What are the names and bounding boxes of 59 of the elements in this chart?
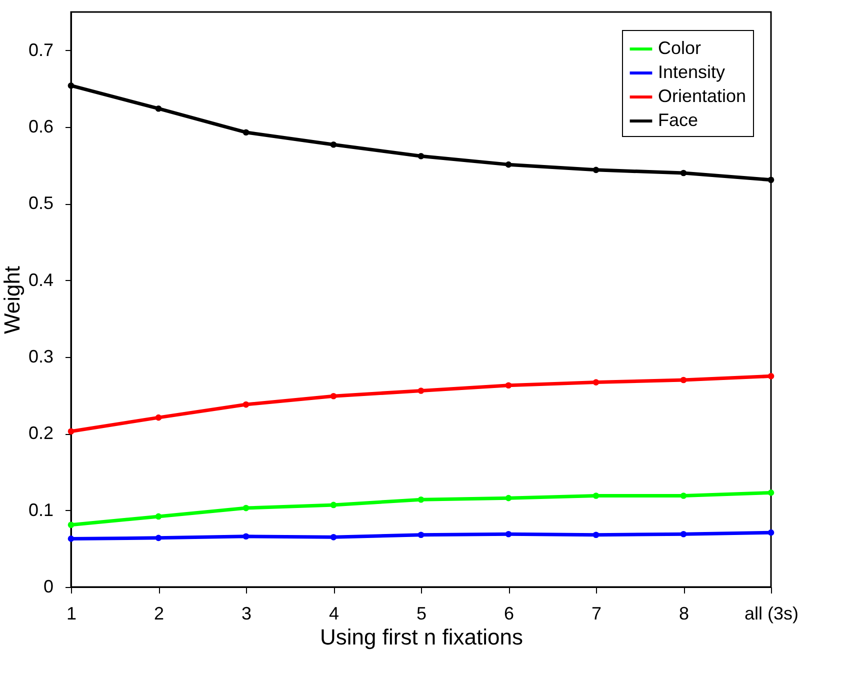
point: [68, 536, 74, 542]
point: [418, 152, 424, 160]
x-tick-label: 8: [678, 604, 690, 624]
point: [68, 428, 74, 435]
legend-label: Orientation: [658, 86, 746, 106]
y-tick-label: 0.4: [28, 270, 54, 290]
y-tick-label: 0.6: [28, 116, 54, 136]
y-tick-label: 0: [43, 576, 54, 596]
y-tick-label: 0.2: [28, 423, 54, 444]
y-tick-label: 0.7: [28, 40, 54, 60]
point: [768, 490, 774, 496]
point: [768, 373, 774, 380]
point: [242, 401, 250, 408]
point: [155, 513, 162, 520]
y-tick-label: 0.1: [28, 500, 54, 520]
point: [418, 388, 424, 394]
point: [680, 376, 687, 384]
point: [418, 496, 424, 503]
x-tick-label: all (3s): [744, 604, 799, 624]
point: [505, 530, 512, 538]
point: [330, 534, 337, 540]
point: [592, 492, 600, 499]
x-tick-label: 3: [241, 604, 252, 624]
x-tick-label: 6: [504, 604, 514, 624]
point: [768, 176, 774, 184]
point: [242, 129, 250, 136]
x-tick-label: 5: [416, 604, 427, 624]
legend-label: Color: [658, 38, 702, 58]
point: [505, 494, 512, 502]
point: [330, 141, 337, 148]
point: [505, 382, 512, 389]
legend-label: Intensity: [658, 62, 726, 82]
point: [768, 529, 774, 536]
x-tick-label: 1: [66, 604, 77, 624]
point: [155, 105, 162, 112]
point: [680, 530, 687, 538]
point: [505, 161, 512, 168]
point: [68, 522, 74, 528]
x-tick-label: 2: [154, 604, 164, 624]
y-tick-label: 0.5: [28, 193, 54, 214]
point: [680, 492, 687, 499]
point: [680, 170, 687, 176]
point: [330, 392, 337, 400]
point: [418, 532, 424, 538]
y-tick-label: 0.3: [28, 346, 54, 366]
point: [592, 379, 600, 386]
point: [592, 166, 600, 174]
point: [155, 534, 162, 542]
point: [68, 82, 74, 89]
x-tick-label: 7: [591, 604, 602, 624]
point: [330, 502, 337, 508]
legend-label: Face: [658, 110, 698, 130]
point: [155, 414, 162, 421]
point: [242, 504, 250, 512]
x-axis-title: Using first n fixations: [320, 624, 523, 650]
y-axis-title: Weight: [0, 266, 24, 334]
point: [592, 532, 600, 538]
point: [242, 533, 250, 540]
x-tick-label: 4: [328, 604, 340, 624]
